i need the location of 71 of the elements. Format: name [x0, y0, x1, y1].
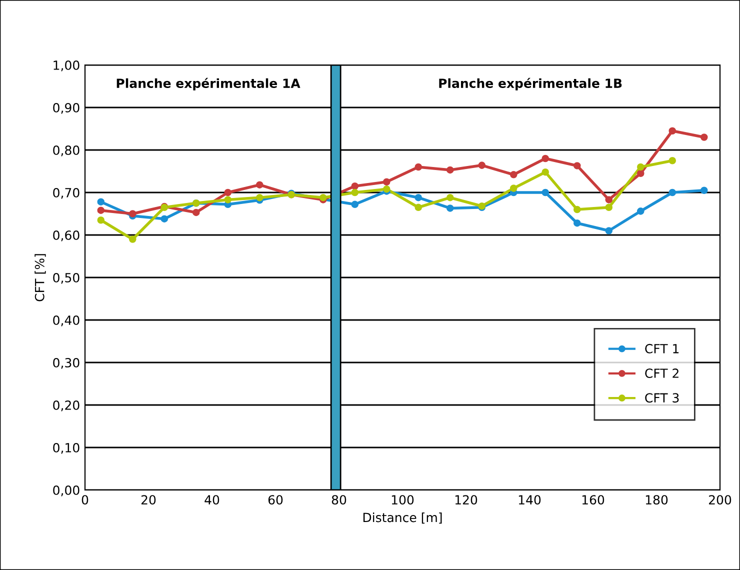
x-tick-label: 100 — [392, 495, 414, 505]
x-axis-title: Distance [m] — [363, 512, 442, 524]
x-tick-label: 40 — [204, 495, 220, 505]
point — [256, 194, 264, 202]
x-tick-label: 140 — [518, 495, 541, 505]
point — [636, 208, 644, 215]
point — [224, 196, 232, 204]
point — [700, 134, 708, 141]
x-tick-label: 120 — [455, 495, 478, 505]
point — [97, 206, 105, 214]
point — [700, 186, 708, 194]
point — [192, 208, 200, 216]
point — [414, 194, 422, 202]
point — [542, 188, 550, 196]
y-tick-label: 0,10 — [53, 442, 80, 454]
y-tick-label: 0,60 — [53, 230, 80, 242]
point — [382, 178, 390, 186]
point — [414, 204, 422, 212]
point — [351, 188, 359, 196]
point — [510, 184, 518, 192]
point — [351, 200, 359, 208]
point — [351, 182, 359, 190]
point — [224, 188, 232, 196]
point — [605, 196, 613, 204]
point — [605, 204, 613, 212]
point — [97, 216, 105, 224]
x-tick-label: 160 — [582, 495, 604, 505]
point — [573, 219, 581, 227]
point — [636, 170, 644, 178]
point — [128, 210, 136, 218]
x-tick-label: 200 — [708, 495, 732, 505]
point — [668, 188, 676, 196]
point — [478, 162, 486, 169]
point — [668, 127, 676, 135]
annotation: Planche expérimentale 1B — [439, 78, 622, 90]
legend-label: CFT 1 — [645, 344, 679, 354]
point — [510, 171, 518, 178]
x-tick-label: 80 — [332, 495, 346, 505]
legend-label: CFT 2 — [645, 368, 678, 378]
y-tick-label: 0,30 — [53, 358, 80, 369]
point — [160, 215, 168, 222]
y-axis-title: CFT [%] — [34, 254, 46, 302]
point — [97, 198, 105, 206]
y-tick-label: 0,80 — [53, 145, 80, 156]
point — [414, 163, 422, 171]
point — [573, 162, 581, 170]
point — [256, 181, 264, 188]
point — [573, 206, 581, 214]
y-tick-label: 0,50 — [53, 272, 80, 284]
point — [382, 185, 390, 193]
x-tick-label: 0 — [82, 495, 88, 505]
point — [542, 154, 550, 162]
point — [668, 156, 676, 164]
point — [446, 194, 454, 202]
y-tick-label: 0,40 — [53, 315, 80, 326]
point — [542, 168, 550, 176]
y-tick-label: 0,70 — [53, 188, 80, 199]
legend-label: CFT 3 — [645, 393, 679, 403]
annotation: Planche expérimentale 1A — [116, 78, 300, 90]
y-tick-label: 0,20 — [53, 400, 80, 412]
point — [636, 163, 644, 171]
point — [446, 166, 454, 174]
y-tick-label: 0,90 — [53, 102, 80, 114]
point — [605, 227, 613, 234]
x-tick-label: 20 — [141, 495, 156, 505]
point — [128, 236, 136, 243]
y-tick-label: 1,00 — [54, 60, 80, 72]
x-tick-label: 180 — [646, 495, 668, 505]
point — [446, 204, 454, 212]
x-tick-label: 60 — [268, 495, 283, 505]
y-tick-label: 0,00 — [53, 485, 80, 496]
